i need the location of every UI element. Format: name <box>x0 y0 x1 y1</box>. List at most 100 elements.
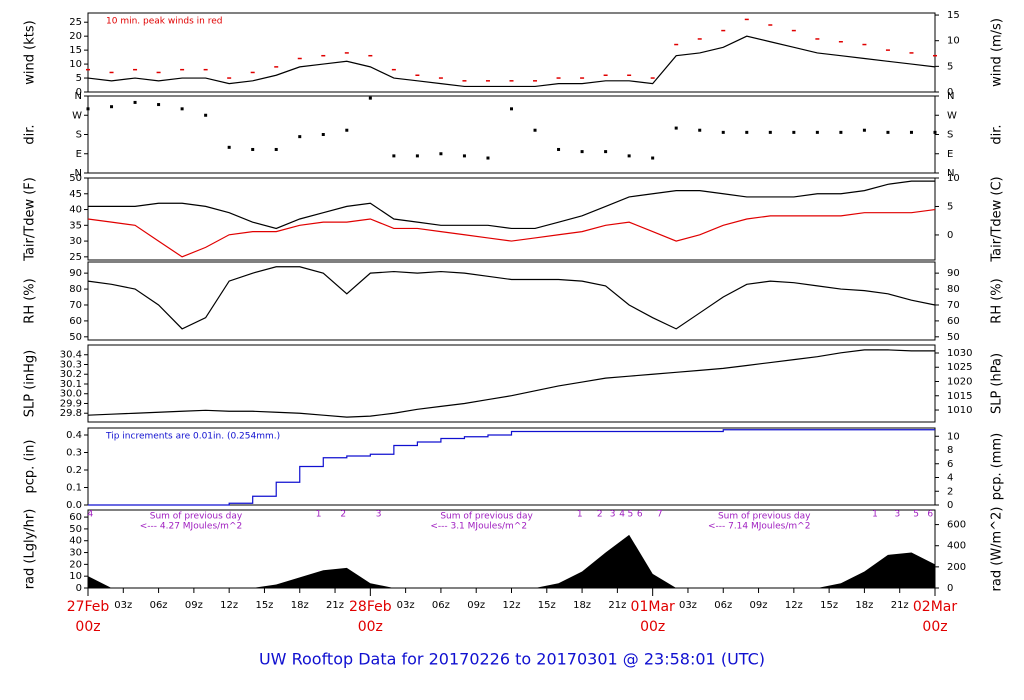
dir-point <box>839 130 843 134</box>
y-tick-label: 80 <box>69 284 82 295</box>
y-tick-label: 30.4 <box>60 350 82 361</box>
hour-mark: 3 <box>894 510 900 520</box>
hour-mark: 6 <box>927 510 933 520</box>
y-tick-label: 20 <box>69 31 82 42</box>
y-tick-label: 0.4 <box>66 430 82 441</box>
hour-mark: 5 <box>627 510 633 520</box>
panel-frame <box>87 427 936 506</box>
y2-tick-label: S <box>947 130 953 141</box>
y-tick-label: 40 <box>69 536 82 547</box>
dir-point <box>933 130 937 134</box>
x-tick-label: 15z <box>820 600 838 611</box>
y-tick-label: 0.2 <box>66 465 82 476</box>
y2-tick-label: 5 <box>947 61 953 72</box>
x-tick-label: 06z <box>714 600 732 611</box>
x-tick-label: 12z <box>785 600 803 611</box>
y2-tick-label: 1030 <box>947 348 972 359</box>
y2-tick-label: 0 <box>947 583 953 594</box>
x-tick-label: 06z <box>432 600 450 611</box>
y-tick-label: 29.8 <box>60 408 82 419</box>
y-tick-label: 25 <box>69 252 82 263</box>
series-line <box>87 208 936 258</box>
day-hour-label: 00z <box>922 619 947 635</box>
y2-tick-label: 90 <box>947 268 960 279</box>
y-tick-label: 30.1 <box>60 379 82 390</box>
y-tick-label: 25 <box>69 17 82 28</box>
y2-tick-label: 10 <box>947 173 960 184</box>
sum-value: <--- 4.27 MJoules/m^2 <box>140 522 242 532</box>
dir-point <box>886 130 890 134</box>
series-line <box>87 35 936 88</box>
y2-tick-label: 70 <box>947 300 960 311</box>
dir-point <box>862 128 866 132</box>
series-line <box>88 180 935 230</box>
dir-point <box>651 156 655 160</box>
panel-frame <box>87 261 936 341</box>
caption: UW Rooftop Data for 20170226 to 20170301… <box>259 650 765 669</box>
y2-tick-label: 6 <box>947 459 953 470</box>
hour-mark: 1 <box>577 510 583 520</box>
y-tick-label: 10 <box>69 571 82 582</box>
dir-point <box>110 105 114 109</box>
y2-tick-label: 5 <box>947 201 953 212</box>
x-tick-label: 03z <box>397 600 415 611</box>
y-tick-label: 20 <box>69 559 82 570</box>
y-tick-label: 30.2 <box>60 369 82 380</box>
x-tick-label: 12z <box>220 600 238 611</box>
y2-tick-label: 2 <box>947 486 953 497</box>
hour-mark: 1 <box>316 510 322 520</box>
dir-point <box>792 130 796 134</box>
dir-point <box>909 130 913 134</box>
x-tick-label: 03z <box>679 600 697 611</box>
day-hour-label: 00z <box>640 619 665 635</box>
hour-mark: 4 <box>87 510 93 520</box>
y2-tick-label: 1025 <box>947 362 972 373</box>
dir-point <box>486 156 490 160</box>
x-tick-label: 18z <box>291 600 309 611</box>
dir-point <box>557 147 561 151</box>
panel-frame <box>87 12 936 93</box>
y-tick-label: 30.3 <box>60 359 82 370</box>
y-axis-label: dir. <box>23 124 38 144</box>
dir-point <box>227 145 231 149</box>
y2-tick-label: 80 <box>947 284 960 295</box>
x-tick-label: 09z <box>185 600 203 611</box>
x-tick-label: 06z <box>150 600 168 611</box>
y-tick-label: 0.1 <box>66 483 82 494</box>
y-tick-label: 70 <box>69 300 82 311</box>
day-label: 27Feb <box>67 599 110 615</box>
dir-point <box>321 133 325 136</box>
y-tick-label: 50 <box>69 524 82 535</box>
y2-tick-label: 400 <box>947 541 966 552</box>
y2-tick-label: 200 <box>947 562 966 573</box>
y2-axis-label: RH (%) <box>990 278 1005 323</box>
y-tick-label: 30 <box>69 548 82 559</box>
y2-tick-label: 4 <box>947 473 953 484</box>
dir-point <box>533 128 537 132</box>
radiation-area <box>88 534 935 588</box>
dir-point <box>204 113 208 117</box>
day-label: 02Mar <box>913 599 957 615</box>
hour-mark: 3 <box>376 510 382 520</box>
y-tick-label: 10 <box>69 59 82 70</box>
x-tick-label: 03z <box>114 600 132 611</box>
y2-tick-label: 60 <box>947 316 960 327</box>
x-tick-label: 18z <box>855 600 873 611</box>
note: 10 min. peak winds in red <box>106 17 223 27</box>
dir-point <box>462 154 466 158</box>
dir-point <box>251 147 255 151</box>
dir-point <box>298 135 302 139</box>
hour-mark: 1 <box>872 510 878 520</box>
hour-mark: 6 <box>637 510 643 520</box>
x-tick-label: 21z <box>326 600 344 611</box>
y2-tick-label: N <box>947 91 954 102</box>
dir-point <box>815 130 819 134</box>
y-tick-label: 29.9 <box>60 398 82 409</box>
y-tick-label: S <box>76 130 82 141</box>
sum-label: Sum of previous day <box>718 512 811 522</box>
y2-tick-label: 10 <box>947 431 960 442</box>
note: Tip increments are 0.01in. (0.254mm.) <box>105 432 280 442</box>
sum-label: Sum of previous day <box>440 512 533 522</box>
x-tick-label: 21z <box>608 600 626 611</box>
day-hour-label: 00z <box>358 619 383 635</box>
